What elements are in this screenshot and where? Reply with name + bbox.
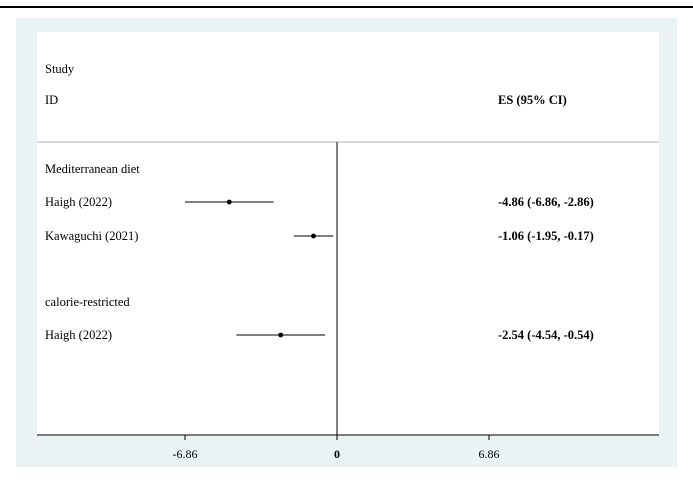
header-study-label: Study	[45, 62, 75, 76]
top-border-line	[0, 6, 693, 8]
es-ci-label: -4.86 (-6.86, -2.86)	[498, 195, 594, 209]
x-tick-label: -6.86	[173, 447, 198, 461]
plot-area	[37, 32, 659, 435]
point-estimate	[278, 332, 284, 338]
header-es-label: ES (95% CI)	[498, 93, 567, 107]
study-label: Kawaguchi (2021)	[45, 229, 138, 243]
header-id-label: ID	[45, 93, 58, 107]
study-label: Haigh (2022)	[45, 328, 112, 342]
group-label: calorie-restricted	[45, 295, 130, 309]
group-label: Mediterranean diet	[45, 162, 140, 176]
x-tick-label: 0	[334, 447, 340, 461]
study-label: Haigh (2022)	[45, 195, 112, 209]
point-estimate	[226, 199, 232, 205]
es-ci-label: -2.54 (-4.54, -0.54)	[498, 328, 594, 342]
x-tick-label: 6.86	[479, 447, 500, 461]
point-estimate	[311, 233, 316, 239]
es-ci-label: -1.06 (-1.95, -0.17)	[498, 229, 594, 243]
